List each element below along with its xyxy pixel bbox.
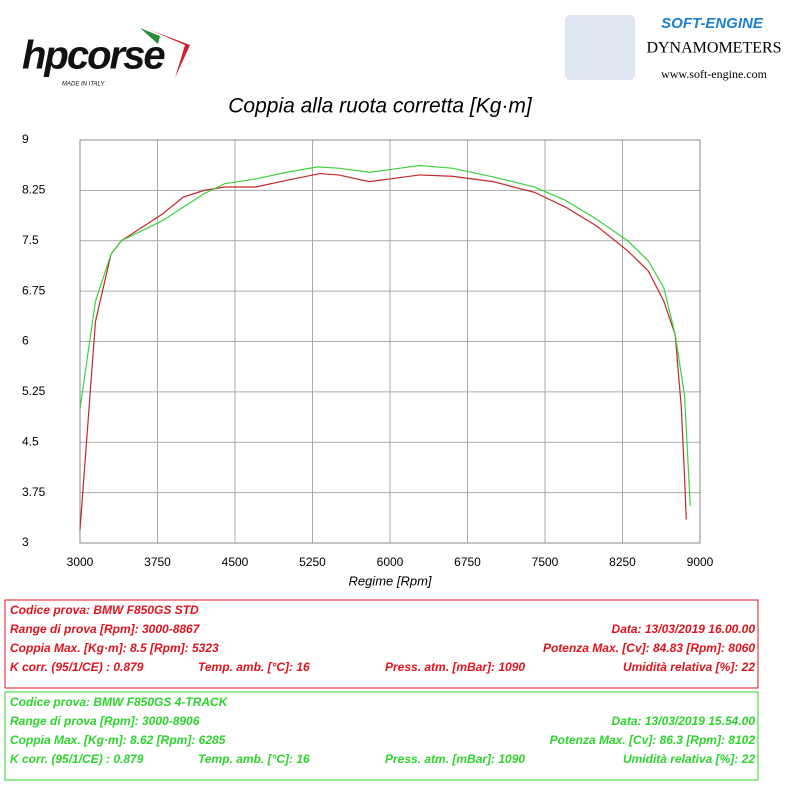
x-tick-label: 8250 bbox=[609, 555, 636, 569]
x-tick-label: 6000 bbox=[377, 555, 404, 569]
x-tick-label: 7500 bbox=[532, 555, 559, 569]
test-code: Codice prova: BMW F850GS 4-TRACK bbox=[10, 695, 229, 709]
test-kcorr: K corr. (95/1/CE) : 0.879 bbox=[10, 752, 144, 766]
y-tick-label: 4.5 bbox=[22, 434, 39, 448]
logo-flag bbox=[150, 30, 190, 78]
plot-frame bbox=[79, 139, 701, 544]
test-press: Press. atm. [mBar]: 1090 bbox=[385, 752, 525, 766]
torque-line bbox=[79, 172, 687, 530]
test-range: Range di prova [Rpm]: 3000-8867 bbox=[10, 622, 201, 636]
x-tick-label: 3000 bbox=[67, 555, 94, 569]
y-tick-label: 5.25 bbox=[22, 384, 46, 398]
test-temp: Temp. amb. [°C]: 16 bbox=[198, 660, 310, 674]
lab-logo bbox=[565, 15, 635, 80]
y-tick-label: 6.75 bbox=[22, 283, 46, 297]
y-tick-label: 3 bbox=[22, 535, 29, 549]
test-press: Press. atm. [mBar]: 1090 bbox=[385, 660, 525, 674]
logo-flag bbox=[140, 28, 160, 44]
y-tick-label: 9 bbox=[22, 132, 29, 146]
lab-sub: DYNAMOMETERS bbox=[646, 40, 781, 57]
test-date: Data: 13/03/2019 16.00.00 bbox=[612, 622, 756, 636]
test-power: Potenza Max. [Cv]: 86.3 [Rpm]: 8102 bbox=[550, 733, 756, 747]
test-hum: Umidità relativa [%]: 22 bbox=[623, 660, 755, 674]
test-box bbox=[4, 599, 759, 689]
test-power: Potenza Max. [Cv]: 84.83 [Rpm]: 8060 bbox=[543, 641, 755, 655]
y-tick-label: 7.5 bbox=[22, 233, 39, 247]
test-date: Data: 13/03/2019 15.54.00 bbox=[612, 714, 756, 728]
test-range: Range di prova [Rpm]: 3000-8906 bbox=[10, 714, 200, 728]
test-box bbox=[4, 691, 759, 781]
x-tick-label: 5250 bbox=[299, 555, 326, 569]
test-code: Codice prova: BMW F850GS STD bbox=[10, 603, 199, 617]
test-temp: Temp. amb. [°C]: 16 bbox=[198, 752, 310, 766]
y-tick-label: 6 bbox=[22, 334, 29, 348]
brand-logo: hpcorse bbox=[22, 34, 165, 78]
y-tick-label: 3.75 bbox=[22, 485, 46, 499]
brand-sub: MADE IN ITALY bbox=[62, 82, 105, 88]
chart-title: Coppia alla ruota corretta [Kg·m] bbox=[228, 95, 533, 118]
x-tick-label: 4500 bbox=[222, 555, 249, 569]
torque-line bbox=[79, 164, 691, 507]
x-axis-label: Regime [Rpm] bbox=[348, 573, 431, 588]
x-tick-label: 9000 bbox=[687, 555, 714, 569]
test-hum: Umidità relativa [%]: 22 bbox=[623, 752, 755, 766]
y-tick-label: 8.25 bbox=[22, 183, 46, 197]
lab-url: www.soft-engine.com bbox=[661, 67, 768, 81]
x-tick-label: 6750 bbox=[454, 555, 481, 569]
test-torque: Coppia Max. [Kg·m]: 8.5 [Rpm]: 5323 bbox=[10, 641, 219, 655]
test-torque: Coppia Max. [Kg·m]: 8.62 [Rpm]: 6285 bbox=[10, 733, 226, 747]
lab-name: SOFT-ENGINE bbox=[661, 15, 764, 32]
x-tick-label: 3750 bbox=[144, 555, 171, 569]
test-kcorr: K corr. (95/1/CE) : 0.879 bbox=[10, 660, 144, 674]
